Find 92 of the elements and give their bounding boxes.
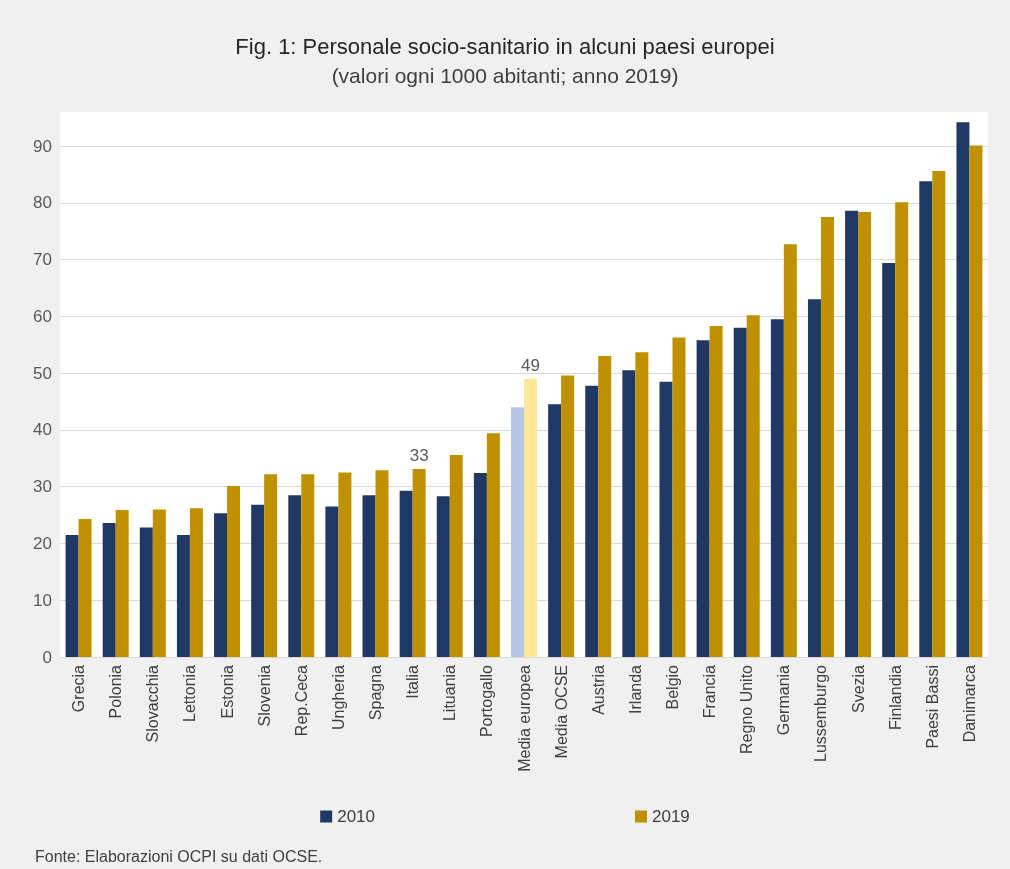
bar xyxy=(770,319,784,657)
bar xyxy=(709,326,723,657)
x-tick-label: Slovenia xyxy=(255,664,273,727)
bar xyxy=(102,523,116,657)
bar xyxy=(139,527,153,657)
bar xyxy=(251,504,265,657)
bar xyxy=(561,375,575,657)
x-tick-label: Paesi Bassi xyxy=(923,665,941,749)
bar xyxy=(932,171,946,657)
bar xyxy=(524,378,537,657)
bar xyxy=(362,495,376,657)
bar xyxy=(807,299,821,657)
x-tick-label: Spagna xyxy=(367,664,385,721)
y-tick-label: 40 xyxy=(33,420,52,440)
y-tick-label: 0 xyxy=(42,647,52,667)
bar xyxy=(65,534,79,657)
bar xyxy=(622,370,636,657)
bar xyxy=(399,490,413,657)
x-tick-label: Germania xyxy=(775,664,793,736)
bar xyxy=(635,352,649,657)
bar xyxy=(672,337,686,657)
bar xyxy=(585,385,599,657)
bar xyxy=(511,407,524,657)
x-tick-label: Italia xyxy=(404,664,422,699)
bar xyxy=(338,472,352,657)
bar xyxy=(152,509,166,657)
bar xyxy=(969,145,983,657)
bar xyxy=(882,263,896,657)
bar xyxy=(301,474,315,657)
bar xyxy=(214,513,228,657)
bar xyxy=(548,404,562,657)
bar xyxy=(956,122,970,657)
bar xyxy=(115,509,129,657)
bar xyxy=(288,495,302,657)
x-tick-label: Lussemburgo xyxy=(812,664,830,762)
bar xyxy=(858,211,872,657)
y-tick-label: 60 xyxy=(33,306,52,326)
bar xyxy=(264,474,278,657)
x-tick-label: Rep.Ceca xyxy=(292,664,310,737)
y-tick-label: 20 xyxy=(33,533,52,553)
bar xyxy=(486,433,500,657)
bar xyxy=(783,244,797,657)
x-tick-label: Finlandia xyxy=(886,664,904,730)
chart-subtitle: (valori ogni 1000 abitanti; anno 2019) xyxy=(331,64,679,87)
x-tick-label: Svezia xyxy=(849,664,867,714)
legend-label: 2019 xyxy=(652,807,690,826)
x-tick-label: Media OCSE xyxy=(552,665,570,759)
bar xyxy=(449,454,463,657)
bar xyxy=(473,473,487,657)
x-tick-label: Francia xyxy=(701,664,719,719)
bar xyxy=(325,506,339,657)
bar xyxy=(227,486,241,657)
source-note: Fonte: Elaborazioni OCPI su dati OCSE. xyxy=(35,847,323,865)
bar xyxy=(78,519,92,657)
data-label: 49 xyxy=(521,355,540,375)
x-tick-label: Estonia xyxy=(218,664,236,719)
bar xyxy=(845,210,859,657)
y-tick-label: 70 xyxy=(33,250,52,270)
x-tick-label: Irlanda xyxy=(626,664,644,714)
x-tick-label: Belgio xyxy=(663,664,681,710)
y-tick-label: 30 xyxy=(33,477,52,497)
bar xyxy=(895,202,909,657)
bar xyxy=(733,327,747,657)
bar xyxy=(176,534,190,657)
x-tick-label: Grecia xyxy=(70,664,88,713)
bar xyxy=(820,217,834,657)
bar xyxy=(919,181,933,657)
x-tick-label: Lituania xyxy=(441,664,459,722)
legend-label: 2010 xyxy=(337,807,376,826)
y-tick-label: 50 xyxy=(33,363,52,383)
bar xyxy=(412,469,426,657)
x-tick-label: Slovacchia xyxy=(144,664,162,743)
bar xyxy=(598,356,612,657)
bar xyxy=(189,508,203,657)
x-tick-label: Danimarca xyxy=(960,664,978,743)
x-tick-label: Media europea xyxy=(515,664,533,772)
y-tick-label: 80 xyxy=(33,193,52,213)
bar xyxy=(696,340,710,657)
x-tick-label: Ungheria xyxy=(329,664,347,730)
data-label: 33 xyxy=(409,446,429,466)
x-tick-label: Regno Unito xyxy=(738,664,756,754)
y-tick-label: 10 xyxy=(33,590,52,610)
bar xyxy=(375,470,389,657)
bar xyxy=(746,315,760,657)
x-tick-label: Portogallo xyxy=(478,664,496,738)
chart-title: Fig. 1: Personale socio-sanitario in alcuni paesi europei xyxy=(235,33,775,59)
bar xyxy=(436,496,450,657)
x-tick-label: Austria xyxy=(589,664,607,715)
bar xyxy=(659,381,673,657)
x-tick-label: Lettonia xyxy=(181,664,199,722)
y-tick-label: 90 xyxy=(33,136,52,156)
x-tick-label: Polonia xyxy=(107,664,125,719)
